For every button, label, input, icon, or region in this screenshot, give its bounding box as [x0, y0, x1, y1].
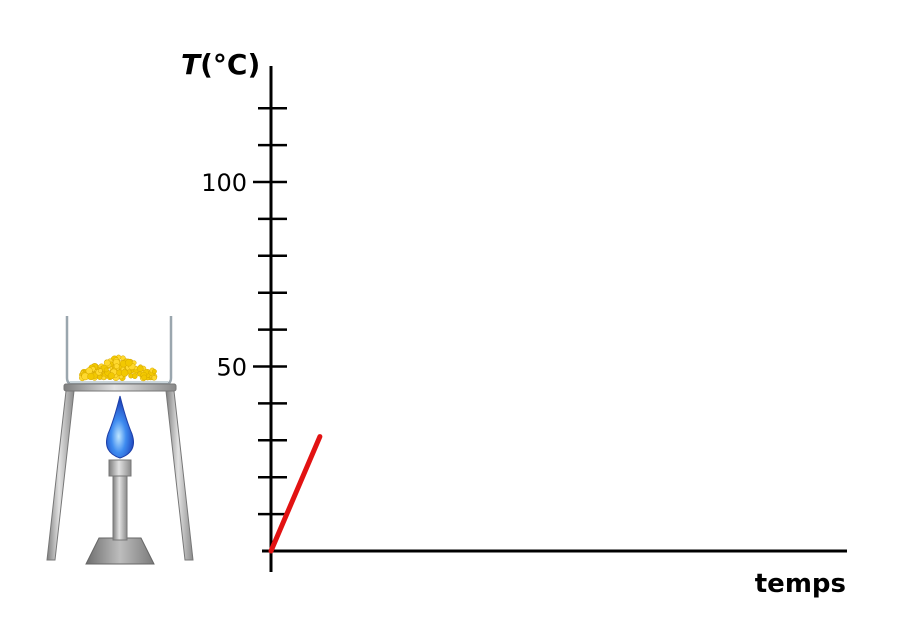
y-ticks: [253, 106, 287, 516]
y-axis-title: T(°C): [181, 48, 260, 81]
temperature-chart: 50 100 T(°C) temps: [181, 48, 847, 599]
y-tick-label-100: 100: [201, 169, 247, 197]
substance-grain: [103, 359, 111, 367]
y-tick-labels: 50 100: [201, 169, 247, 382]
heating-illustration: [46, 316, 194, 565]
series-layer: [268, 434, 323, 554]
substance-grain: [151, 375, 157, 381]
substance-grain: [125, 359, 133, 367]
x-axis-title: temps: [755, 569, 846, 599]
tripod-stand: [46, 383, 194, 561]
substance-grain: [101, 375, 107, 381]
substance-grain: [136, 365, 144, 373]
substance-grain: [97, 374, 103, 380]
bunsen-burner: [85, 459, 155, 565]
substance-grain: [107, 372, 115, 380]
substance-grain: [151, 368, 157, 374]
substance-grain: [103, 367, 109, 373]
flame: [106, 395, 134, 459]
substance-grain: [141, 374, 148, 381]
substance-grain: [87, 372, 95, 381]
y-axis-title-symbol: T: [181, 48, 202, 81]
y-axis-title-unit: (°C): [200, 48, 260, 81]
substance-grain: [120, 369, 129, 377]
substance-grain: [97, 368, 103, 374]
substance-grain: [113, 363, 120, 370]
solid-substance: [79, 354, 158, 382]
temperature-series-line: [268, 434, 323, 554]
substance-grain: [131, 373, 138, 379]
y-tick-label-50: 50: [216, 354, 247, 382]
